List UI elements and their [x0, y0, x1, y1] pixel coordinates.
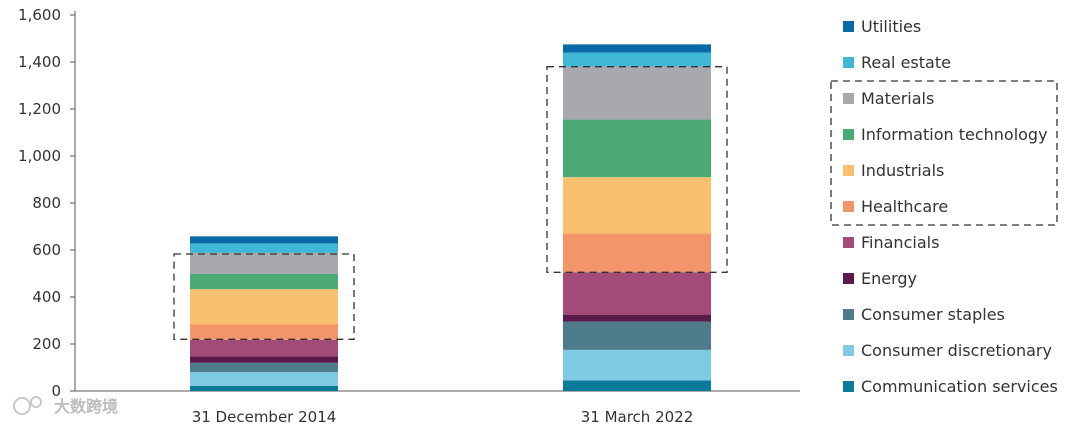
highlight-layer: [173, 66, 728, 340]
legend-label: Energy: [861, 269, 917, 288]
highlight-box: [546, 66, 728, 273]
bar-segment: [563, 272, 711, 315]
legend-swatch: [843, 21, 854, 32]
legend-label: Information technology: [861, 125, 1048, 144]
legend-swatch: [843, 273, 854, 284]
bars-layer: [190, 44, 711, 391]
legend-swatch: [843, 129, 854, 140]
legend: Utilities Real estate Materials Information…: [830, 17, 1058, 396]
y-tick-label: 600: [32, 241, 61, 259]
x-tick-label: 31 December 2014: [192, 408, 337, 426]
bar-segment: [190, 252, 338, 274]
legend-label: Utilities: [861, 17, 921, 36]
y-tick-label: 0: [51, 382, 61, 400]
bar-segment: [563, 314, 711, 322]
legend-label: Financials: [861, 233, 939, 252]
y-tick-label: 1,600: [18, 6, 61, 24]
bar-segment: [563, 119, 711, 178]
legend-swatch: [843, 93, 854, 104]
bar-segment: [190, 385, 338, 391]
legend-label: Consumer staples: [861, 305, 1005, 324]
bar-segment: [563, 233, 711, 273]
bar-segment: [190, 273, 338, 290]
legend-label: Consumer discretionary: [861, 341, 1052, 360]
legend-label: Communication services: [861, 377, 1058, 396]
legend-swatch: [843, 201, 854, 212]
legend-swatch: [843, 309, 854, 320]
bar-segment: [190, 362, 338, 373]
bar-segment: [190, 356, 338, 363]
bar-segment: [563, 380, 711, 391]
legend-swatch: [843, 381, 854, 392]
legend-swatch: [843, 345, 854, 356]
highlight-box: [173, 253, 355, 340]
bar-segment: [190, 243, 338, 253]
legend-swatch: [843, 57, 854, 68]
bar-segment: [563, 66, 711, 120]
bar-segment: [563, 177, 711, 234]
y-tick-label: 400: [32, 288, 61, 306]
y-tick-label: 1,200: [18, 100, 61, 118]
y-tick-label: 1,000: [18, 147, 61, 165]
legend-swatch: [843, 165, 854, 176]
watermark-logo-icon: [13, 397, 31, 415]
bar-segment: [190, 339, 338, 357]
watermark-text: 大数跨境: [54, 397, 118, 416]
bar-segment: [563, 349, 711, 381]
legend-label: Industrials: [861, 161, 944, 180]
bar-segment: [190, 289, 338, 325]
legend-label: Materials: [861, 89, 934, 108]
bar-segment: [563, 44, 711, 53]
legend-swatch: [843, 237, 854, 248]
legend-highlight-box: [830, 80, 1058, 226]
bar-segment: [563, 52, 711, 67]
legend-label: Healthcare: [861, 197, 948, 216]
y-tick-label: 1,400: [18, 53, 61, 71]
y-tick-label: 800: [32, 194, 61, 212]
legend-label: Real estate: [861, 53, 951, 72]
y-tick-label: 200: [32, 335, 61, 353]
x-tick-label: 31 March 2022: [581, 408, 694, 426]
bar-segment: [190, 372, 338, 386]
watermark-logo-icon-2: [30, 396, 42, 408]
watermark: 大数跨境: [13, 396, 118, 416]
bar-segment: [190, 324, 338, 340]
axis-layer: 0 200 400 600 800 1,000 1,200 1,400 1,600 31 Dece…: [18, 6, 800, 426]
bar-segment: [563, 321, 711, 350]
bar-segment: [190, 236, 338, 244]
